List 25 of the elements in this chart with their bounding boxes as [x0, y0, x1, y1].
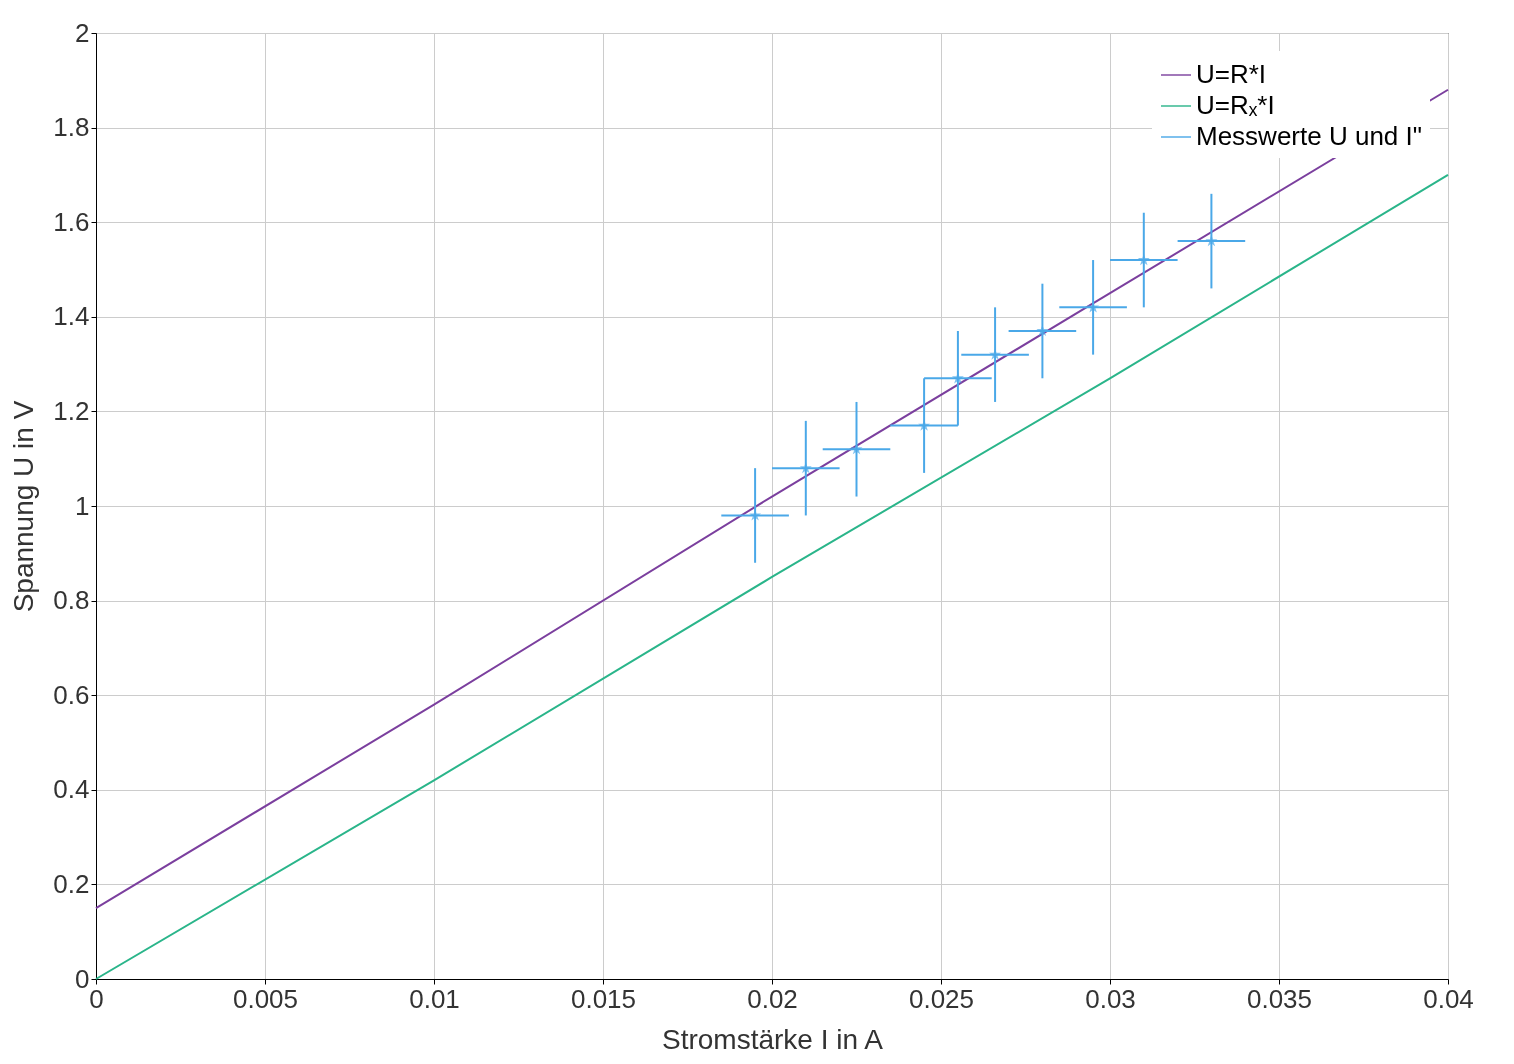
y-tick-label: 0.2: [53, 868, 90, 899]
y-tick-label: 1.6: [53, 206, 90, 237]
y-tick-label: 1.2: [53, 395, 90, 426]
x-tick-label: 0.015: [570, 983, 637, 1014]
legend-label: U=Rₓ*I: [1196, 90, 1275, 120]
y-tick-label: 0: [75, 963, 90, 994]
legend-label: U=R*I: [1196, 59, 1267, 89]
x-tick-label: 0.005: [232, 983, 299, 1014]
y-tick-label: 1: [75, 490, 90, 521]
y-tick-label: 1.4: [53, 301, 90, 332]
y-tick-label: 1.8: [53, 112, 90, 143]
x-tick-label: 0.04: [1423, 983, 1474, 1014]
x-tick-label: 0.02: [747, 983, 798, 1014]
y-tick-label: 2: [75, 17, 90, 48]
y-tick-label: 0.8: [53, 585, 90, 616]
x-tick-label: 0.035: [1246, 983, 1313, 1014]
y-tick-label: 0.6: [53, 679, 90, 710]
x-tick-label: 0.03: [1085, 983, 1136, 1014]
x-tick-label: 0.025: [908, 983, 975, 1014]
x-axis-title: Stromstärke I in A: [662, 1023, 884, 1055]
line-series: [95, 88, 1449, 910]
y-axis-title: Spannung U in V: [8, 400, 40, 613]
legend-label: Messwerte U und I": [1196, 121, 1422, 151]
x-tick-label: 0.01: [409, 983, 460, 1014]
y-tick-label: 0.4: [53, 774, 90, 805]
